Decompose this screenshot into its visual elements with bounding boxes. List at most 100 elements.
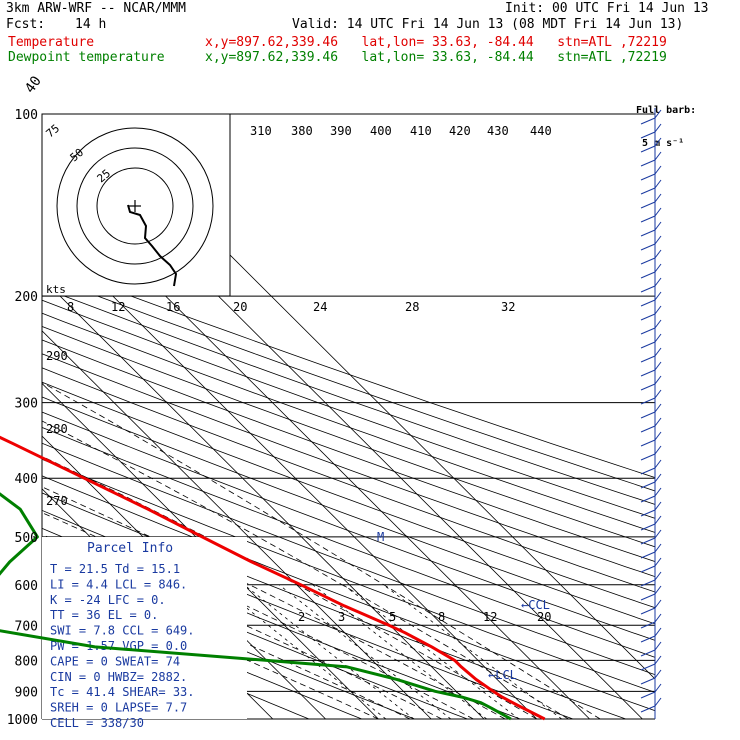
wind-barb (640, 137, 662, 153)
wind-barb (640, 697, 662, 713)
barb-staff (640, 649, 656, 657)
wind-barb (640, 641, 662, 657)
temperature-location: x,y=897.62,339.46 lat,lon= 33.63, -84.44… (205, 35, 667, 50)
wind-barb (640, 207, 662, 223)
barb-staff (640, 579, 656, 587)
wind-barb (640, 403, 662, 419)
theta-e-label: 410 (410, 124, 432, 138)
barb-staff (640, 537, 656, 545)
barb-flag (654, 165, 662, 175)
wind-barb (640, 277, 662, 293)
barb-staff (640, 677, 656, 685)
barb-staff (640, 397, 656, 405)
barb-flag (654, 179, 662, 189)
barb-flag (654, 431, 662, 441)
theta-label: 290 (46, 349, 68, 363)
barb-staff (640, 593, 656, 601)
isotherm (42, 277, 485, 719)
m-annotation: M (377, 530, 384, 544)
parcel-row: CAPE = 0 SWEAT= 74 (50, 654, 180, 668)
wind-barb (640, 543, 662, 559)
isotherm (42, 224, 538, 719)
parcel-row: PW = 1.57 VGP = 0.0 (50, 639, 187, 653)
parcel-box-bg (42, 537, 247, 719)
barb-flag (654, 207, 662, 217)
wind-barb (640, 571, 662, 587)
wind-barb (640, 459, 662, 475)
wind-barb (640, 529, 662, 545)
parcel-row: TT = 36 EL = 0. (50, 608, 158, 622)
dry-adiabat (42, 367, 655, 593)
pressure-label: 200 (15, 290, 38, 305)
lcl-annotation: ←LCL (488, 668, 517, 682)
wind-barb (640, 375, 662, 391)
mixing-ratio-label: 12 (483, 610, 497, 624)
barb-flag (654, 263, 662, 273)
barb-staff (640, 551, 656, 559)
model-name: 3km ARW-WRF -- NCAR/MMM (6, 1, 187, 16)
barb-staff (640, 635, 656, 643)
isotherm (42, 382, 379, 719)
barb-flag (654, 291, 662, 301)
barb-staff (640, 117, 656, 125)
dry-adiabat (42, 312, 655, 533)
wind-barb (640, 501, 662, 517)
barb-flag (654, 557, 662, 567)
barb-staff (640, 369, 656, 377)
parcel-title: Parcel Info (87, 541, 173, 556)
hodograph-tick-label: 8 (67, 300, 74, 314)
mixing-ratio-label: 5 (389, 610, 396, 624)
theta-e-label: 430 (487, 124, 509, 138)
hodograph-units: kts (46, 283, 66, 296)
wind-barb (640, 655, 662, 671)
hodograph-trace (127, 204, 178, 287)
barb-staff (640, 663, 656, 671)
dry-adiabat (42, 353, 655, 578)
barb-flag (654, 627, 662, 637)
barb-flag (654, 459, 662, 469)
dry-adiabat (42, 396, 655, 625)
barb-staff (640, 355, 656, 363)
dewpoint-legend: Dewpoint temperature (8, 50, 165, 65)
barb-staff (640, 705, 656, 713)
mixing-ratio-line (383, 584, 562, 719)
wind-barb (640, 613, 662, 629)
barb-flag (654, 123, 662, 133)
barb-staff (640, 173, 656, 181)
barb-flag (654, 347, 662, 357)
theta-e-label: 400 (370, 124, 392, 138)
barb-staff (640, 159, 656, 167)
barb-flag (654, 333, 662, 343)
theta-e-label: 390 (330, 124, 352, 138)
barb-flag (654, 417, 662, 427)
barb-staff (640, 285, 656, 293)
hodograph-tick-label: 20 (233, 300, 247, 314)
wind-barb (640, 515, 662, 531)
barb-staff (640, 229, 656, 237)
barb-flag (654, 389, 662, 399)
pressure-label: 900 (15, 685, 38, 700)
theta-label: 280 (46, 422, 68, 436)
wind-barb (640, 235, 662, 251)
barb-staff (640, 383, 656, 391)
barb-flag (654, 151, 662, 161)
barb-flag (654, 473, 662, 483)
theta-label: 270 (46, 494, 68, 508)
barb-flag (654, 249, 662, 259)
barb-flag (654, 319, 662, 329)
barb-staff (640, 327, 656, 335)
mixing-ratio-line (217, 584, 387, 719)
isotherm (42, 330, 432, 719)
barb-flag (654, 235, 662, 245)
barb-staff (640, 341, 656, 349)
mixing-ratio-line (343, 584, 520, 719)
wind-barb (640, 109, 662, 125)
wind-barb (640, 305, 662, 321)
mixing-ratio-label: 3 (338, 610, 345, 624)
barb-staff (640, 411, 656, 419)
wind-barb (640, 445, 662, 461)
theta-e-label: 380 (291, 124, 313, 138)
barb-flag (654, 543, 662, 553)
pressure-label: 1000 (7, 713, 38, 728)
